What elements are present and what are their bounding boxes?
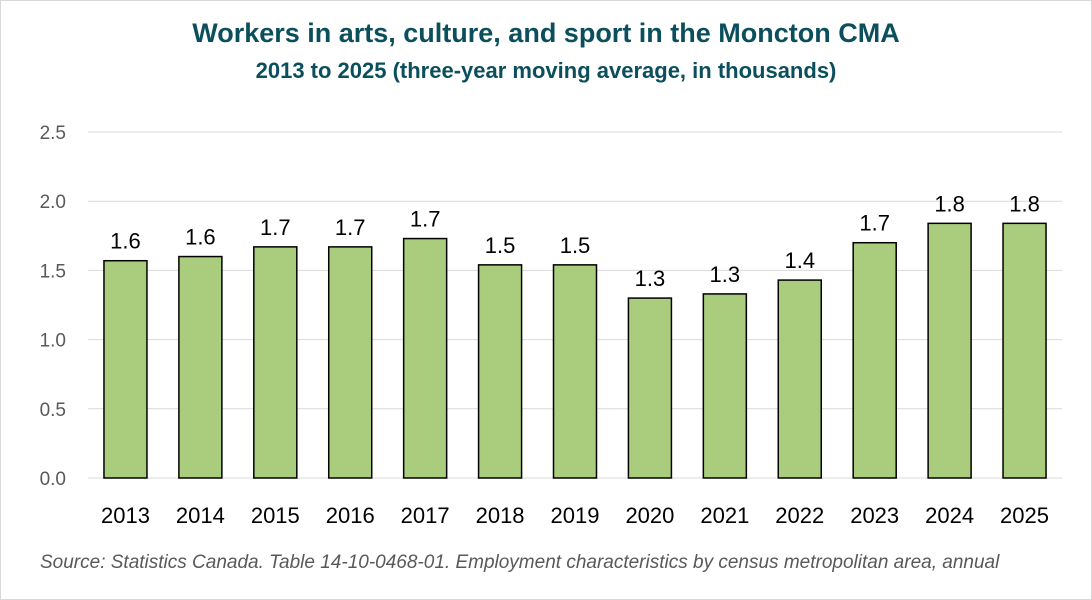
x-tick-label: 2025 xyxy=(1000,503,1049,528)
x-tick-label: 2015 xyxy=(251,503,300,528)
bar xyxy=(477,264,523,479)
bar xyxy=(702,293,748,479)
chart-subtitle: 2013 to 2025 (three-year moving average,… xyxy=(255,58,837,83)
data-label: 1.6 xyxy=(110,229,141,254)
x-tick-label: 2020 xyxy=(625,503,674,528)
data-label: 1.7 xyxy=(335,215,366,240)
x-tick-label: 2022 xyxy=(775,503,824,528)
data-label: 1.3 xyxy=(710,262,741,287)
bar xyxy=(327,246,373,479)
x-tick-label: 2018 xyxy=(476,503,525,528)
data-label: 1.7 xyxy=(859,211,890,236)
bar xyxy=(852,241,897,479)
y-tick-label: 2.0 xyxy=(40,192,66,213)
bar xyxy=(253,246,298,479)
bar xyxy=(927,222,972,479)
data-label: 1.7 xyxy=(410,207,441,232)
x-tick-label: 2021 xyxy=(700,503,749,528)
y-tick-label: 0.5 xyxy=(40,400,66,421)
data-label: 1.5 xyxy=(485,233,516,258)
data-label: 1.5 xyxy=(560,233,591,258)
y-tick-label: 1.5 xyxy=(40,261,66,282)
y-tick-label: 2.5 xyxy=(40,123,66,144)
bar xyxy=(627,297,673,479)
data-label: 1.6 xyxy=(185,225,216,250)
x-tick-label: 2017 xyxy=(401,503,450,528)
y-tick-label: 0.0 xyxy=(40,469,66,490)
data-label: 1.8 xyxy=(1009,191,1040,216)
x-tick-label: 2024 xyxy=(925,503,974,528)
bar xyxy=(402,237,448,479)
x-tick-label: 2016 xyxy=(326,503,375,528)
source-note: Source: Statistics Canada. Table 14-10-0… xyxy=(40,552,1000,573)
bar xyxy=(178,255,223,479)
data-label: 1.4 xyxy=(784,248,815,273)
data-label: 1.8 xyxy=(934,191,965,216)
data-label: 1.3 xyxy=(635,266,666,291)
chart-title: Workers in arts, culture, and sport in t… xyxy=(192,18,900,48)
bar xyxy=(552,264,598,479)
x-tick-label: 2013 xyxy=(101,503,150,528)
x-tick-label: 2023 xyxy=(850,503,899,528)
bar xyxy=(1002,222,1047,479)
x-tick-label: 2014 xyxy=(176,503,225,528)
y-tick-label: 1.0 xyxy=(40,331,66,352)
bar xyxy=(777,279,823,479)
x-tick-label: 2019 xyxy=(551,503,600,528)
bar xyxy=(103,259,148,479)
data-label: 1.7 xyxy=(260,215,291,240)
